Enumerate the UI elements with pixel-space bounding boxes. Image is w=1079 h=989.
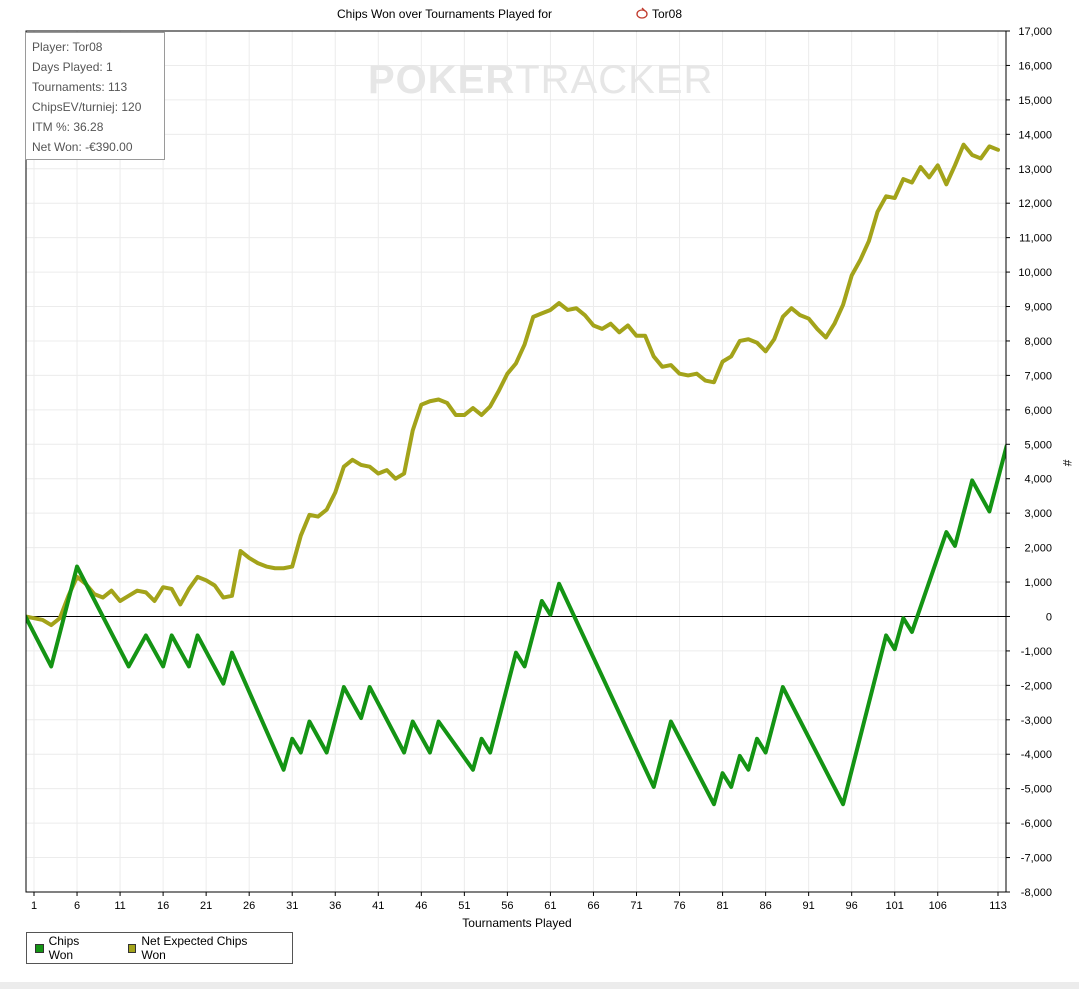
player-icon: [636, 7, 648, 19]
chart-title: Chips Won over Tournaments Played for: [337, 7, 552, 21]
y-tick-label: 15,000: [1018, 95, 1052, 107]
y-tick-label: -6,000: [1021, 818, 1052, 830]
x-tick-label: 21: [200, 900, 212, 912]
x-tick-label: 36: [329, 900, 341, 912]
y-tick-label: -5,000: [1021, 784, 1052, 796]
x-tick-label: 96: [846, 900, 858, 912]
x-tick-label: 66: [587, 900, 599, 912]
y-tick-label: 5,000: [1024, 439, 1052, 451]
chart-grid: [26, 30, 1006, 893]
pokertracker-watermark: POKERTRACKER: [368, 58, 714, 102]
chart-legend: Chips Won Net Expected Chips Won: [26, 932, 293, 964]
stat-player: Player: Tor08: [32, 40, 103, 54]
y-tick-label: 3,000: [1024, 508, 1052, 520]
stat-net-won: Net Won: -€390.00: [32, 140, 133, 154]
legend-label-chips-won: Chips Won: [48, 934, 80, 962]
y-tick-label: 12,000: [1018, 198, 1052, 210]
x-tick-label: 71: [630, 900, 642, 912]
x-tick-label: 101: [886, 900, 904, 912]
y-tick-label: 1,000: [1024, 577, 1052, 589]
y-tick-label: -2,000: [1021, 680, 1052, 692]
stat-days-played: Days Played: 1: [32, 60, 113, 74]
y-tick-label: 2,000: [1024, 543, 1052, 555]
y-tick-label: 17,000: [1018, 26, 1052, 38]
y-tick-label: 4,000: [1024, 474, 1052, 486]
x-tick-label: 76: [673, 900, 685, 912]
legend-swatch-chips-won: [35, 943, 44, 953]
y-tick-label: 14,000: [1018, 129, 1052, 141]
x-tick-label: 56: [501, 900, 513, 912]
x-tick-label: 11: [114, 900, 125, 912]
y-tick-label: -3,000: [1021, 715, 1052, 727]
y-tick-label: 0: [1046, 611, 1052, 623]
stat-chips-ev: ChipsEV/turniej: 120: [32, 100, 142, 114]
y-axis: 17,000 16,000 15,000 14,000 13,000 12,000 11,0…: [1006, 26, 1052, 899]
x-tick-label: 106: [929, 900, 947, 912]
y-tick-label: 8,000: [1024, 336, 1052, 348]
y-tick-label: 9,000: [1024, 302, 1052, 314]
series-line-net-expected: [26, 142, 1000, 628]
x-tick-label: 1: [31, 900, 37, 912]
stat-tournaments: Tournaments: 113: [32, 80, 128, 94]
y-tick-label: 11,000: [1019, 233, 1052, 245]
x-tick-label: 31: [286, 900, 298, 912]
legend-item-net-expected[interactable]: Net Expected Chips Won: [127, 934, 268, 962]
x-tick-label: 51: [458, 900, 470, 912]
chart-series: [26, 142, 1006, 807]
x-tick-label: 46: [415, 900, 427, 912]
y-tick-label: 6,000: [1024, 405, 1052, 417]
legend-label-net-expected: Net Expected Chips Won: [141, 934, 248, 962]
y-tick-label: 10,000: [1018, 267, 1052, 279]
x-axis: 1 6 11 16 21 26 31 36 41 46 51 56 61 66 71 76 81 86 91 96 10…: [31, 892, 1007, 912]
x-tick-label: 86: [759, 900, 771, 912]
plot-frame: [25, 30, 1007, 893]
x-tick-label: 61: [544, 900, 556, 912]
x-tick-label: 26: [243, 900, 255, 912]
x-tick-label: 113: [989, 900, 1007, 912]
window-footer: [0, 982, 1079, 989]
legend-item-chips-won[interactable]: Chips Won: [35, 934, 104, 962]
y-tick-label: -7,000: [1021, 853, 1052, 865]
x-tick-label: 91: [803, 900, 815, 912]
y-tick-label: -1,000: [1021, 646, 1052, 658]
legend-swatch-net-expected: [127, 943, 137, 953]
x-tick-label: 6: [74, 900, 80, 912]
chart-title-player: Tor08: [652, 7, 682, 21]
stat-itm: ITM %: 36.28: [32, 120, 104, 134]
series-line-chips-won: [26, 444, 1006, 807]
x-tick-label: 81: [716, 900, 728, 912]
y-tick-label: -8,000: [1021, 887, 1052, 899]
y-tick-label: 7,000: [1024, 370, 1052, 382]
x-axis-title: Tournaments Played: [462, 916, 571, 930]
y-axis-title: #: [1060, 460, 1074, 467]
y-tick-label: 16,000: [1018, 60, 1052, 72]
y-tick-label: -4,000: [1021, 749, 1052, 761]
player-stats-box: Player: Tor08 Days Played: 1 Tournaments…: [25, 32, 165, 160]
x-tick-label: 16: [157, 900, 169, 912]
x-tick-label: 41: [372, 900, 384, 912]
y-tick-label: 13,000: [1018, 164, 1052, 176]
